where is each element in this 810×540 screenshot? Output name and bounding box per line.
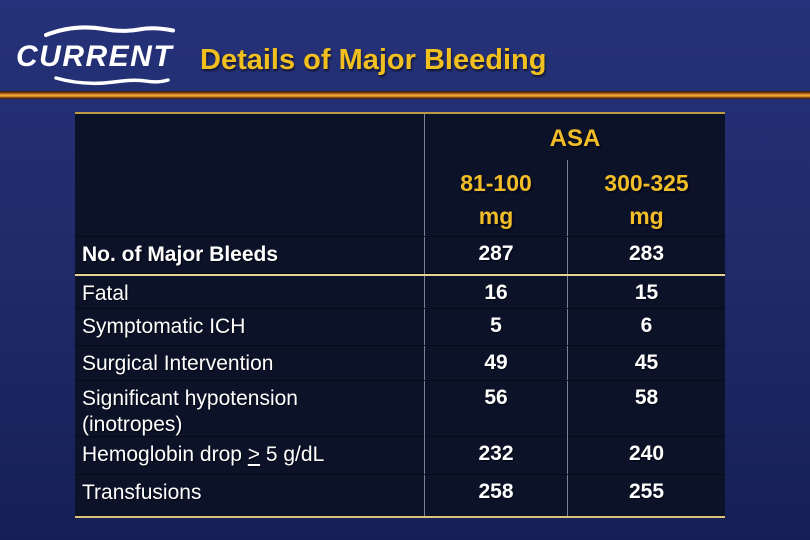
row-value: 56 [425, 381, 568, 438]
label-segment: 5 g/dL [260, 443, 325, 466]
row-value: 232 [425, 437, 568, 474]
table-row: No. of Major Bleeds 287 283 [75, 236, 725, 274]
table-row: Symptomatic ICH 5 6 [75, 308, 725, 345]
table-row: Hemoglobin drop > 5 g/dL 232 240 [75, 436, 725, 474]
asa-group-header: ASA [549, 125, 601, 152]
row-value: 287 [425, 237, 568, 274]
row-value: 258 [425, 475, 568, 516]
table-row: Significant hypotension (inotropes) 56 58 [75, 380, 725, 438]
table-row: Surgical Intervention 49 45 [75, 345, 725, 380]
logo-text: CURRENT [16, 40, 174, 73]
row-label: Surgical Intervention [75, 346, 425, 380]
table-corner-cell [75, 114, 425, 160]
row-label: Fatal [75, 276, 425, 308]
table-group-header-row: ASA [75, 114, 725, 160]
row-value: 49 [425, 346, 568, 380]
row-value: 5 [425, 309, 568, 345]
col-header-300-325-mg: 300-325 mg [604, 170, 689, 229]
gte-symbol: > [247, 443, 261, 466]
row-value: 283 [628, 242, 665, 265]
row-label: Transfusions [75, 475, 425, 516]
major-bleeding-table: ASA 81-100 mg 300-325 mg No. of Major Bl… [75, 112, 725, 518]
table-row: Fatal 16 15 [75, 274, 725, 308]
row-value: 15 [634, 281, 659, 304]
table-corner-cell [75, 160, 425, 236]
header-rule [0, 91, 810, 99]
row-label: Symptomatic ICH [75, 309, 425, 345]
table-row: Transfusions 258 255 [75, 474, 725, 516]
row-label: No. of Major Bleeds [75, 237, 425, 274]
col-header-81-100-mg: 81-100 mg [425, 160, 568, 236]
row-value: 16 [425, 276, 568, 308]
label-segment: Hemoglobin drop [82, 443, 248, 466]
logo-wave-top-icon [44, 25, 175, 37]
slide-title: Details of Major Bleeding [200, 44, 547, 76]
row-label: Significant hypotension (inotropes) [75, 381, 425, 438]
row-value: 255 [628, 480, 665, 503]
current-logo: CURRENT [14, 20, 199, 92]
row-value: 240 [628, 442, 665, 465]
row-value: 6 [640, 314, 653, 337]
row-label: Hemoglobin drop > 5 g/dL [75, 437, 425, 474]
row-value: 45 [634, 351, 659, 374]
table-column-header-row: 81-100 mg 300-325 mg [75, 160, 725, 236]
logo-wave-bottom-icon [54, 76, 170, 86]
row-value: 58 [634, 386, 659, 409]
table-body: No. of Major Bleeds 287 283 Fatal 16 15 Sympto… [75, 236, 725, 516]
